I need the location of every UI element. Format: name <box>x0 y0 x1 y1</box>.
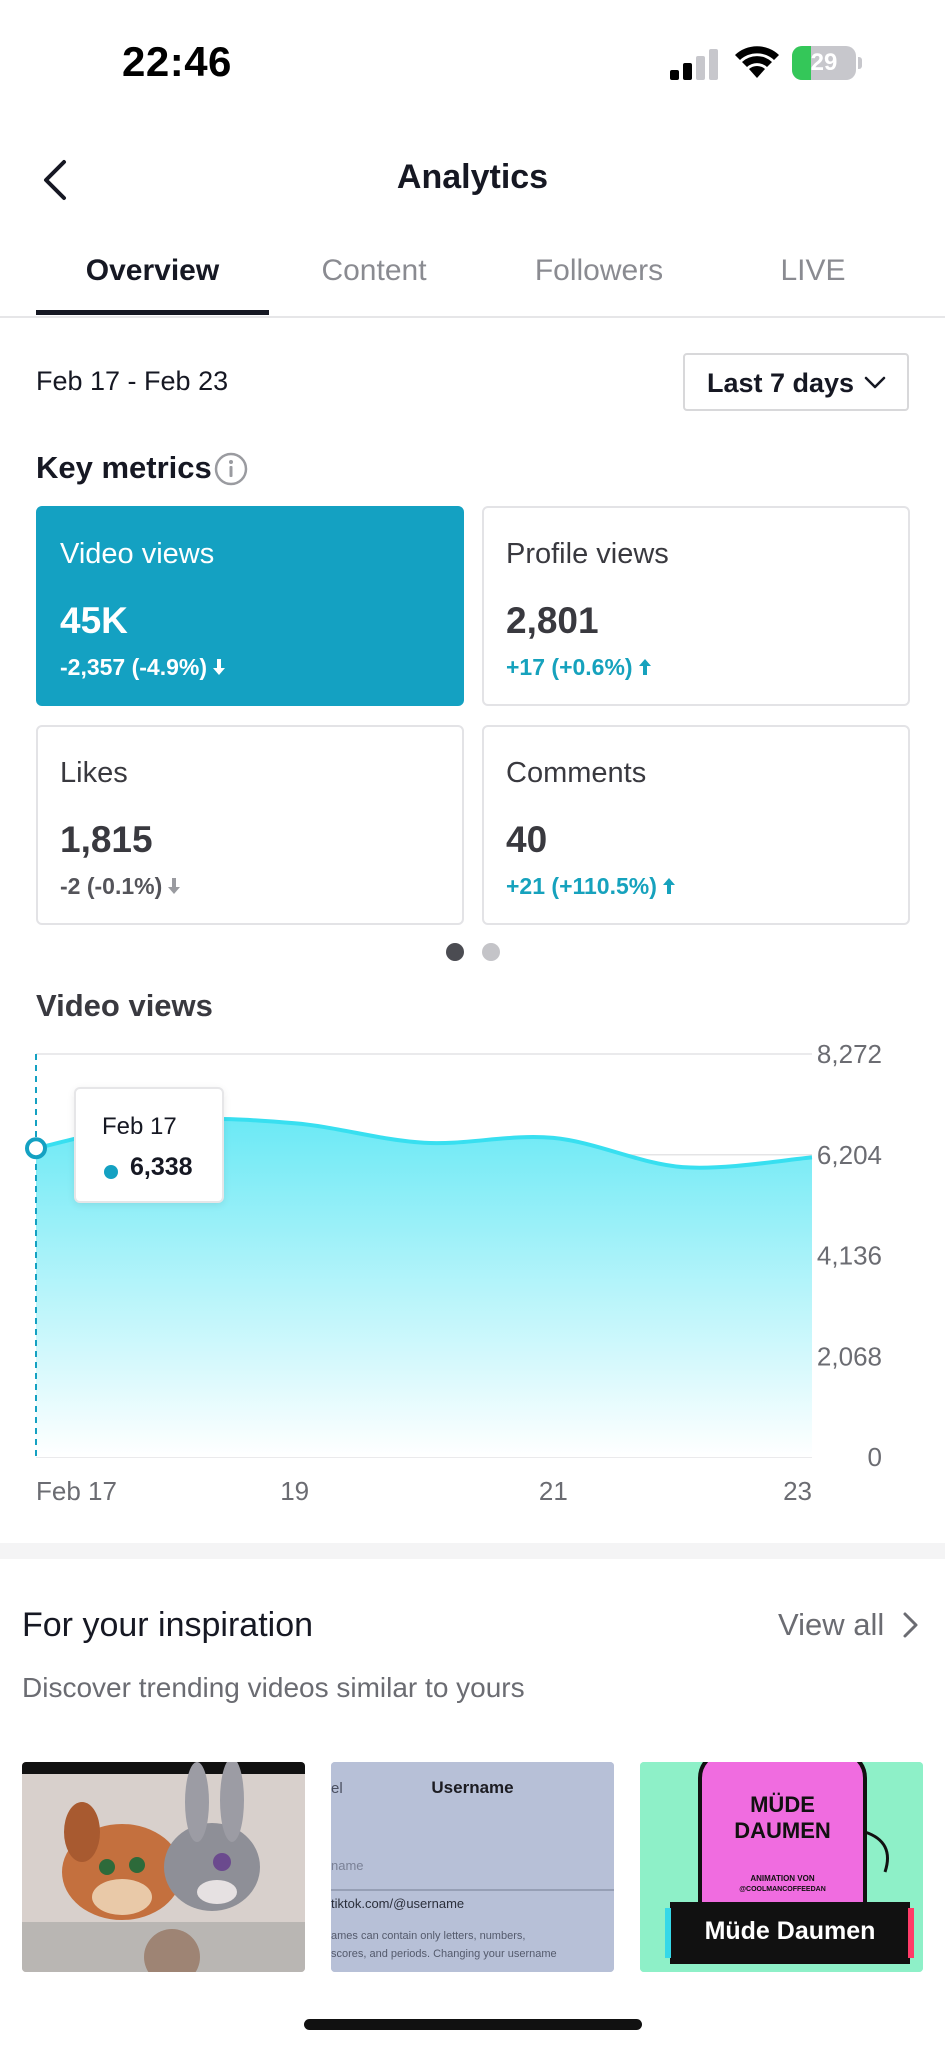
x-axis-tick-label: 23 <box>783 1476 812 1506</box>
cellular-signal-icon <box>670 49 718 80</box>
video-thumbnail[interactable]: MÜDE DAUMEN ANIMATION VON @COOLMANCOFFEE… <box>640 1762 923 1972</box>
view-all-link[interactable]: View all <box>778 1607 885 1642</box>
metric-value: 45K <box>60 600 128 641</box>
key-metrics-title: Key metrics <box>36 450 212 485</box>
metric-delta: -2,357 (-4.9%) <box>60 654 227 681</box>
date-range: Feb 17 - Feb 23 <box>36 366 229 396</box>
thumbnail-field-placeholder: name <box>331 1858 364 1873</box>
wifi-icon <box>735 46 779 78</box>
chart-title: Video views <box>36 988 213 1023</box>
home-indicator[interactable] <box>304 2019 642 2030</box>
active-tab-indicator <box>36 310 269 315</box>
y-axis-tick-label: 2,068 <box>817 1341 882 1371</box>
tooltip-value: 6,338 <box>130 1153 193 1181</box>
arrow-up-icon <box>638 659 651 675</box>
x-axis-tick-label: 19 <box>280 1476 309 1506</box>
battery-icon: 29 <box>792 46 862 80</box>
poster-small-text: ANIMATION VON <box>750 1874 815 1883</box>
metric-card-video-views[interactable]: Video views 45K -2,357 (-4.9%) <box>36 506 464 706</box>
section-divider <box>0 1543 945 1559</box>
tooltip-date: Feb 17 <box>102 1113 177 1140</box>
poster-title: MÜDE DAUMEN <box>734 1792 831 1843</box>
tab-followers[interactable]: Followers <box>534 254 664 287</box>
chevron-down-icon <box>864 376 886 389</box>
metric-card-likes[interactable]: Likes 1,815 -2 (-0.1%) <box>36 725 464 925</box>
range-dropdown[interactable]: Last 7 days <box>683 353 909 411</box>
cartoon-fox-rabbit-image <box>22 1762 305 1972</box>
chart-selected-point[interactable] <box>25 1137 47 1160</box>
page-dot[interactable] <box>482 943 500 961</box>
chart-tooltip: Feb 17 6,338 <box>74 1087 224 1203</box>
back-arrow-icon[interactable] <box>30 152 86 208</box>
metric-card-profile-views[interactable]: Profile views 2,801 +17 (+0.6%) <box>482 506 910 706</box>
metric-delta: -2 (-0.1%) <box>60 873 182 900</box>
metric-value: 40 <box>506 819 548 860</box>
arrow-down-icon <box>168 878 181 894</box>
metric-label: Profile views <box>506 538 669 570</box>
chevron-right-icon[interactable] <box>900 1610 922 1640</box>
y-axis-tick-label: 4,136 <box>817 1241 882 1271</box>
status-time: 22:46 <box>122 38 232 85</box>
tab-overview[interactable]: Overview <box>85 254 220 287</box>
y-axis-tick-label: 6,204 <box>817 1140 882 1170</box>
phone-poster-image <box>640 1762 923 1972</box>
tab-bar: Overview Content Followers LIVE <box>0 240 945 318</box>
inspiration-subtitle: Discover trending videos similar to your… <box>22 1672 525 1703</box>
x-axis-tick-label: Feb 17 <box>36 1476 117 1506</box>
metric-label: Video views <box>60 538 215 570</box>
metric-value: 1,815 <box>60 819 153 860</box>
status-bar: 22:46 29 <box>0 0 945 120</box>
inspiration-title: For your inspiration <box>22 1606 314 1644</box>
video-thumbnail[interactable]: Username el name tiktok.com/@username am… <box>331 1762 614 1972</box>
arrow-up-icon <box>662 878 675 894</box>
metric-value: 2,801 <box>506 600 599 641</box>
metric-card-comments[interactable]: Comments 40 +21 (+110.5%) <box>482 725 910 925</box>
metric-label: Comments <box>506 757 647 789</box>
poster-credit: @COOLMANCOFFEEDAN <box>739 1886 826 1893</box>
page-dot-active[interactable] <box>446 943 464 961</box>
thumbnail-caption: Username <box>431 1778 514 1797</box>
thumbnail-caption: Müde Daumen <box>704 1917 876 1945</box>
tab-content[interactable]: Content <box>321 254 427 287</box>
y-axis-tick-label: 0 <box>868 1442 882 1472</box>
thumbnail-label: el <box>331 1780 343 1797</box>
range-dropdown-label: Last 7 days <box>707 368 855 398</box>
battery-fill <box>792 46 811 80</box>
thumbnail-text: scores, and periods. Changing your usern… <box>331 1948 557 1960</box>
metric-delta: +21 (+110.5%) <box>506 873 677 900</box>
metric-delta: +17 (+0.6%) <box>506 654 653 681</box>
page-title: Analytics <box>396 158 549 196</box>
video-thumbnail[interactable] <box>22 1762 305 1972</box>
y-axis-tick-label: 8,272 <box>817 1039 882 1069</box>
tooltip-series-dot <box>104 1165 118 1179</box>
thumbnail-text: tiktok.com/@username <box>331 1896 465 1911</box>
chart-area <box>36 1118 812 1457</box>
username-settings-screenshot <box>331 1762 614 1972</box>
tab-live[interactable]: LIVE <box>780 254 846 287</box>
thumbnail-text: ames can contain only letters, numbers, <box>331 1930 526 1942</box>
battery-percent: 29 <box>810 49 838 76</box>
metric-label: Likes <box>60 757 128 789</box>
info-icon[interactable] <box>214 452 248 486</box>
page-indicator <box>444 943 504 963</box>
nav-header: Analytics <box>0 130 945 230</box>
x-axis-tick-label: 21 <box>539 1476 568 1506</box>
arrow-down-icon <box>213 659 226 675</box>
